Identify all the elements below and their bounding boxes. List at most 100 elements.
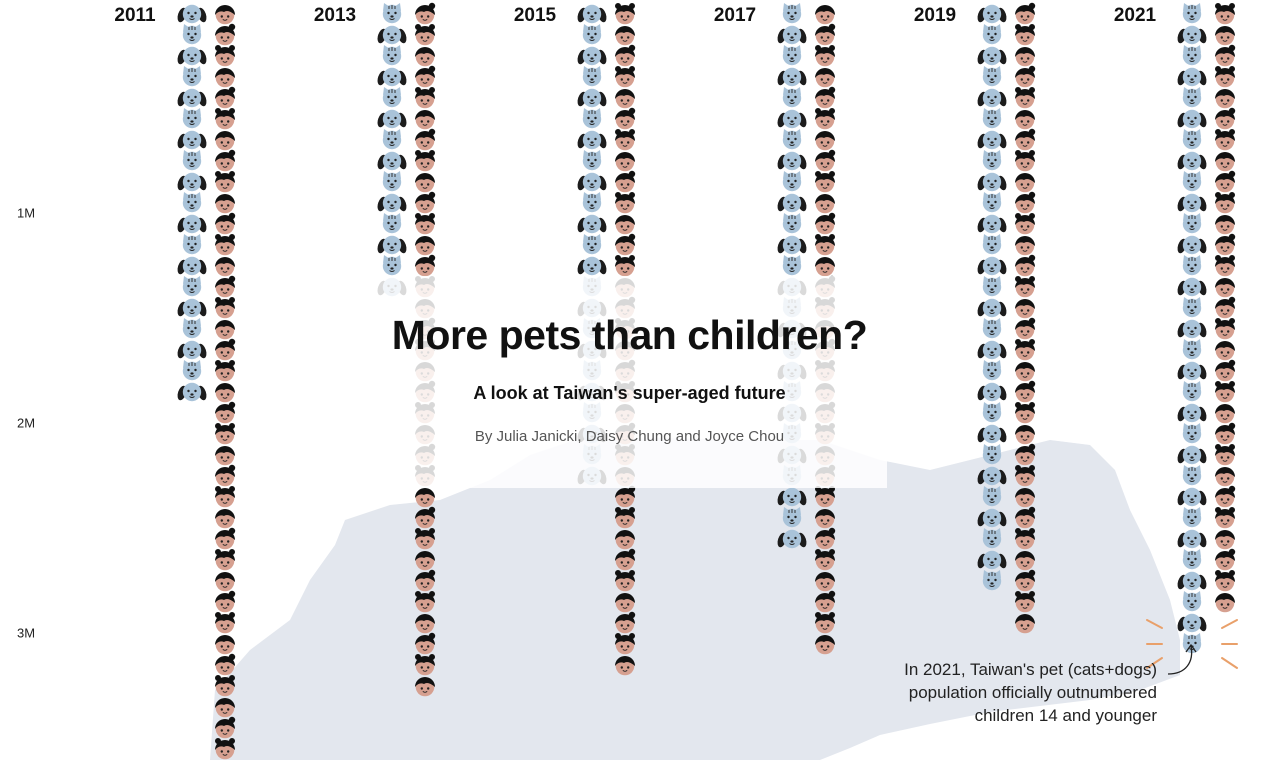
child-icon — [415, 213, 435, 235]
pet-icon — [777, 67, 807, 87]
child-icon — [415, 2, 436, 25]
child-icon — [415, 128, 436, 151]
child-icon — [215, 234, 235, 256]
child-icon — [1215, 485, 1236, 508]
child-icon — [215, 45, 235, 67]
pet-icon — [1182, 339, 1202, 360]
pet-icon — [1182, 213, 1202, 234]
highlight-burst — [1146, 619, 1238, 669]
chart-title: More pets than children? — [391, 312, 868, 358]
child-icon — [1015, 2, 1036, 25]
pet-icon — [177, 88, 207, 108]
pet-icon — [582, 192, 602, 213]
child-icon — [1215, 593, 1235, 613]
child-icon — [815, 612, 835, 634]
child-icon — [1215, 215, 1235, 235]
pet-icon — [1182, 465, 1202, 486]
pet-icon — [1177, 151, 1207, 171]
highlight-ray — [1221, 657, 1238, 669]
child-icon — [1015, 443, 1036, 466]
child-icon — [1015, 506, 1036, 529]
child-icon — [415, 110, 435, 130]
child-icon — [415, 191, 436, 214]
pet-icon — [977, 298, 1007, 318]
child-icon — [1015, 339, 1035, 361]
child-icon — [215, 297, 235, 319]
child-icon — [815, 68, 835, 88]
child-icon — [815, 635, 835, 655]
pet-icon — [977, 214, 1007, 234]
child-icon — [815, 590, 836, 613]
child-icon — [415, 569, 436, 592]
pet-icon — [977, 46, 1007, 66]
child-icon — [1215, 152, 1235, 172]
pet-icon — [982, 570, 1002, 591]
child-icon — [1015, 110, 1035, 130]
child-icon — [1015, 47, 1035, 67]
child-icon — [215, 86, 236, 109]
pet-icon — [777, 109, 807, 129]
pet-icon — [377, 109, 407, 129]
pet-icon — [182, 150, 202, 171]
pet-icon — [1177, 613, 1207, 633]
child-icon — [215, 464, 236, 487]
pet-icon — [577, 214, 607, 234]
child-icon — [215, 486, 235, 508]
child-icon — [415, 87, 435, 109]
child-icon — [1015, 488, 1035, 508]
taiwan-map-shape — [210, 438, 1180, 760]
year-labels: 2011 2013 2015 2017 2019 2021 — [114, 5, 1156, 26]
pet-icon — [1182, 381, 1202, 402]
pet-icon — [582, 108, 602, 129]
pet-icon — [777, 235, 807, 255]
pet-icon — [777, 193, 807, 213]
child-icon — [1215, 422, 1236, 445]
child-icon — [215, 698, 235, 718]
child-icon — [215, 383, 235, 403]
title-card: More pets than children? A look at Taiwa… — [372, 276, 887, 488]
pet-icon — [577, 256, 607, 276]
pet-icon — [782, 45, 802, 66]
child-icon — [215, 5, 235, 25]
pet-icon — [1182, 171, 1202, 192]
child-icon — [615, 507, 635, 529]
pet-icon — [182, 108, 202, 129]
pet-icon — [1182, 591, 1202, 612]
child-icon — [1215, 444, 1235, 466]
pet-icon — [577, 172, 607, 192]
child-icon — [1215, 548, 1236, 571]
pet-icon — [577, 88, 607, 108]
child-icon — [815, 86, 836, 109]
y-tick-label: 1M — [17, 206, 35, 221]
child-icon — [615, 570, 635, 592]
child-icon — [1015, 425, 1035, 445]
pet-icon — [177, 256, 207, 276]
pet-icon — [382, 87, 402, 108]
child-icon — [215, 194, 235, 214]
child-icon — [615, 192, 635, 214]
child-icon — [1015, 465, 1035, 487]
chart-byline: By Julia Janicki, Daisy Chung and Joyce … — [474, 428, 785, 445]
child-icon — [1215, 381, 1235, 403]
child-icon — [415, 677, 435, 697]
child-icon — [615, 89, 635, 109]
pet-icon — [982, 360, 1002, 381]
pet-icon — [382, 45, 402, 66]
child-icon — [215, 131, 235, 151]
pet-icon — [1177, 25, 1207, 45]
pet-icon — [1177, 403, 1207, 423]
pet-icon — [1177, 277, 1207, 297]
pet-icon — [182, 192, 202, 213]
child-icon — [815, 149, 836, 172]
child-icon — [615, 107, 636, 130]
child-icon — [215, 149, 236, 172]
child-icon — [815, 527, 836, 550]
child-icon — [815, 234, 835, 256]
child-icon — [415, 488, 435, 508]
child-icon — [1215, 170, 1236, 193]
child-icon — [1015, 87, 1035, 109]
pet-icon — [382, 3, 402, 24]
child-icon — [1015, 236, 1035, 256]
pet-icon — [177, 130, 207, 150]
child-icon — [815, 486, 835, 508]
